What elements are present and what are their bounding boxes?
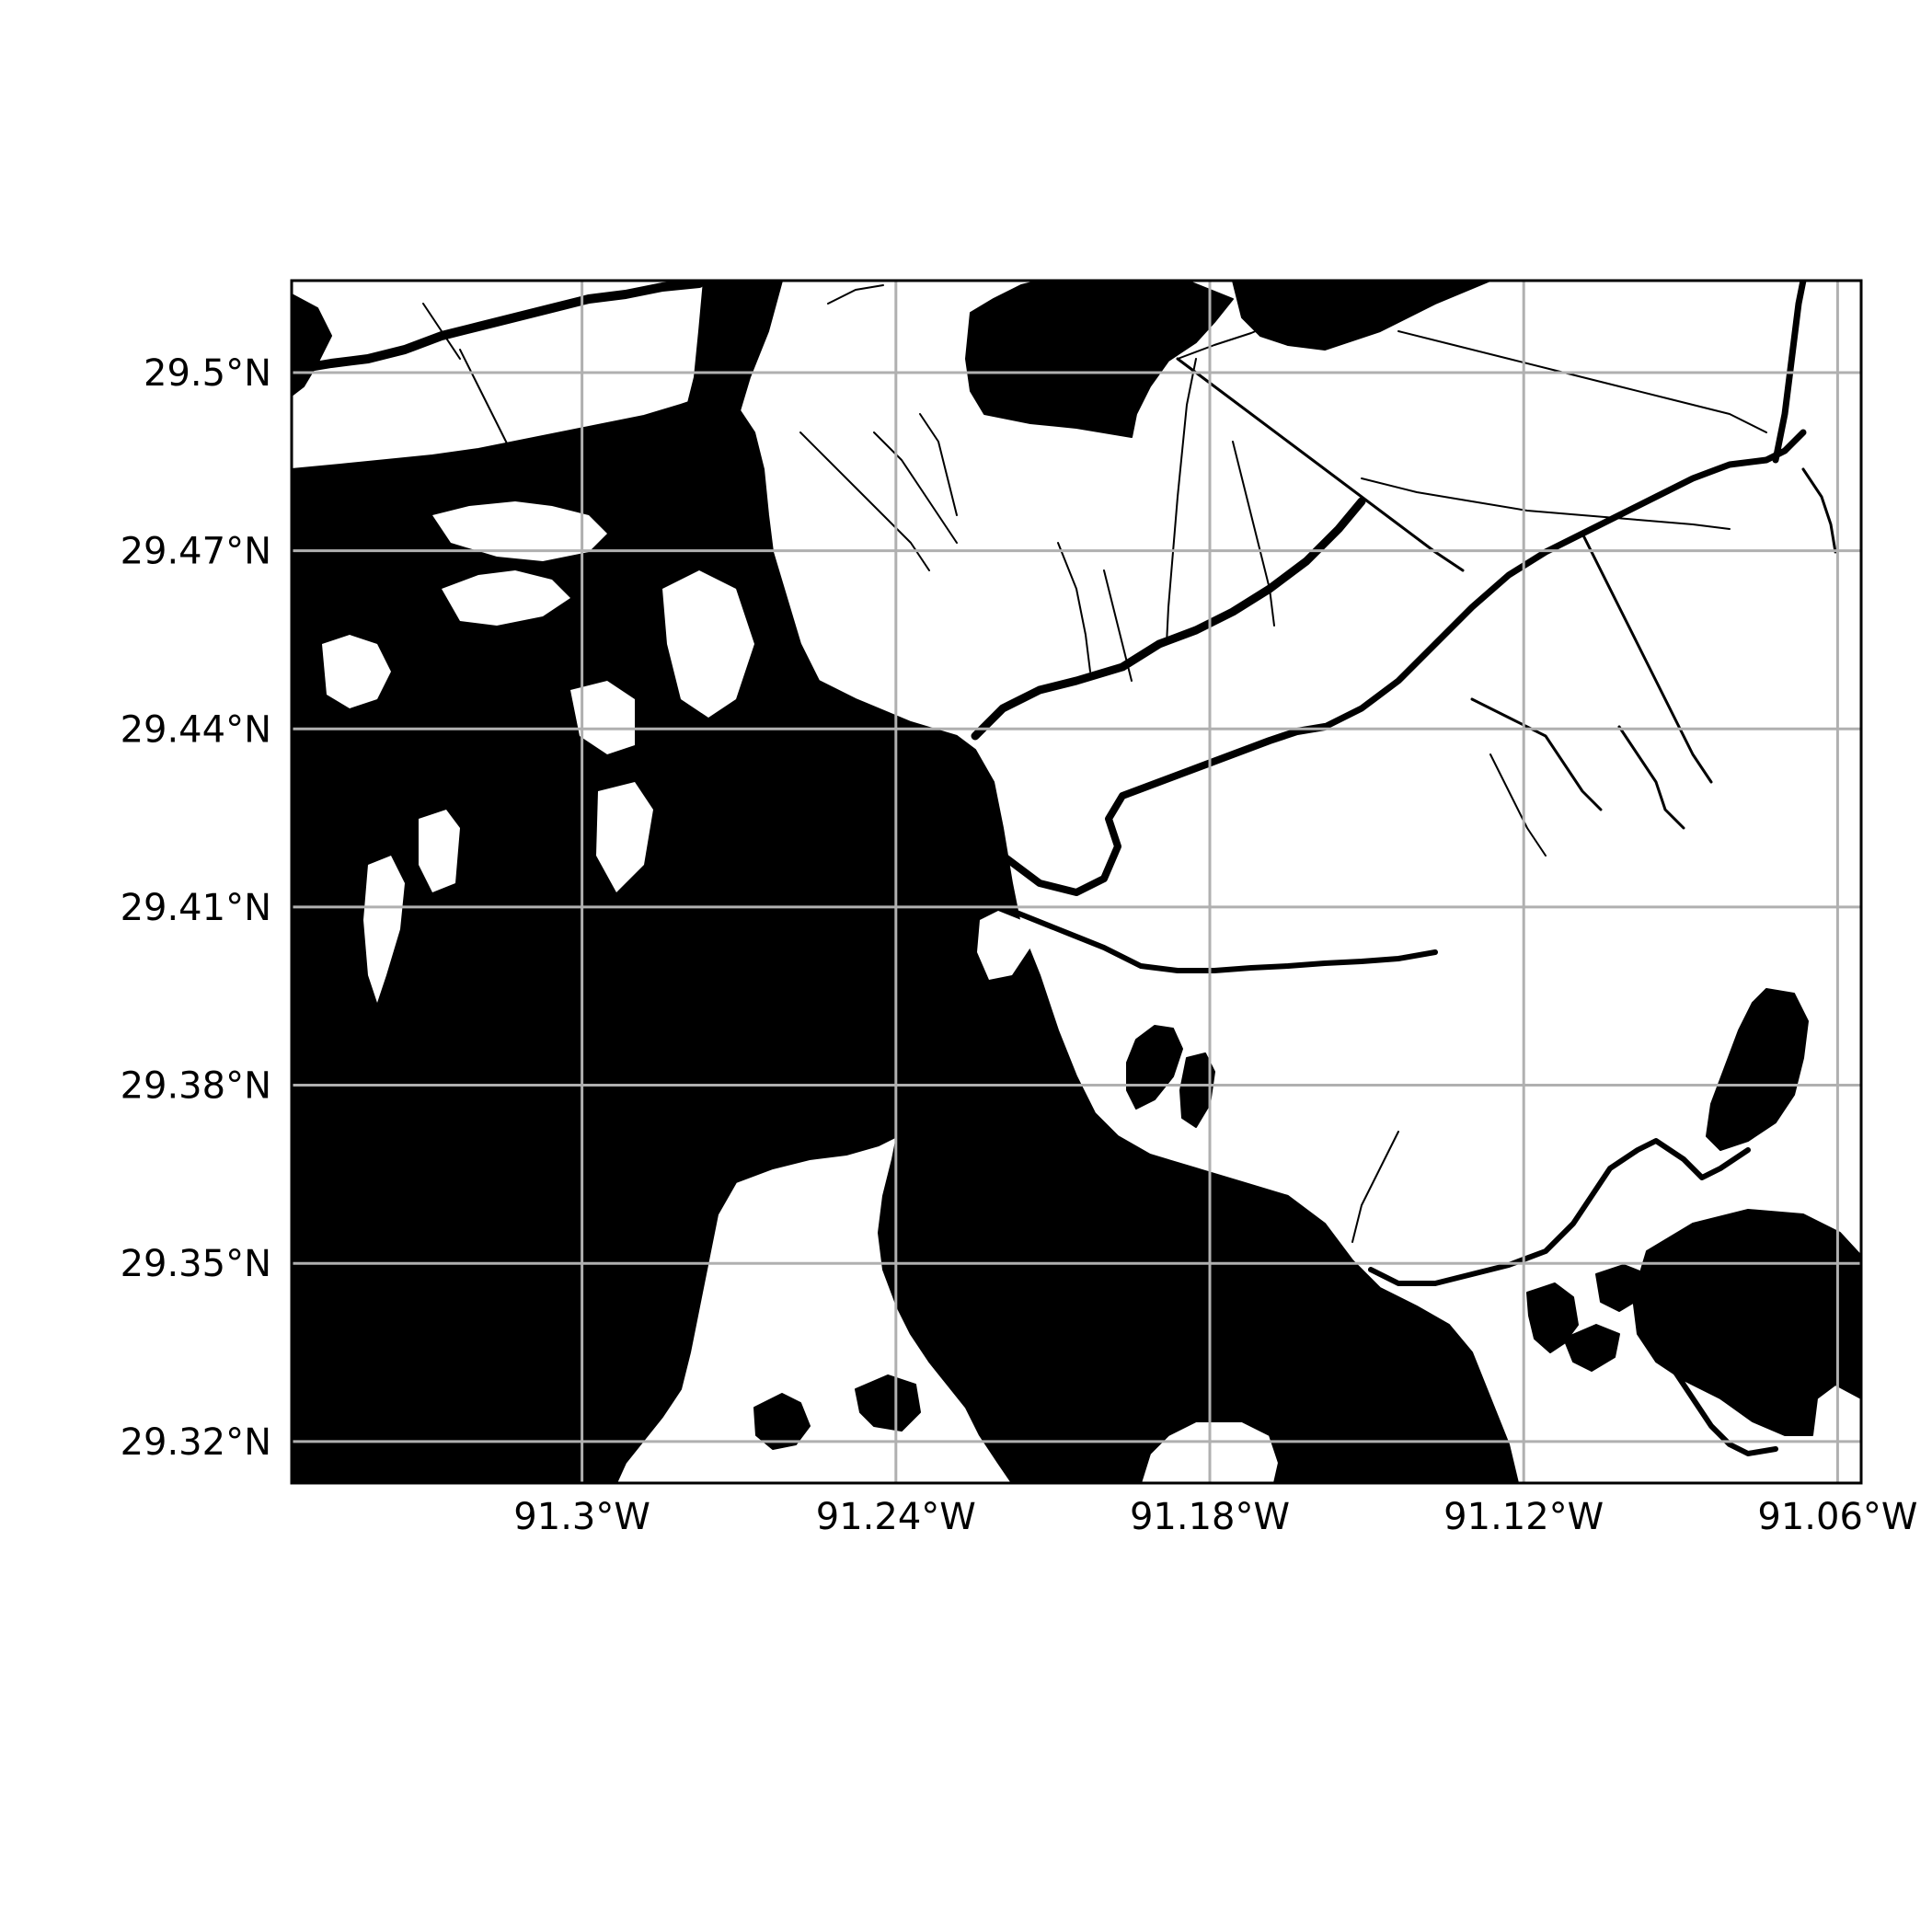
canal-19 [827,284,884,305]
river-central [971,497,1366,741]
longitude-tick-label: 91.12°W [1443,1496,1604,1538]
island-west-1 [322,635,391,708]
canal-16 [1351,1131,1399,1243]
island-mid-1 [570,681,635,754]
canal-15 [1489,753,1547,857]
map-area[interactable] [292,281,1861,1483]
canal-7 [1617,725,1685,830]
canal-9 [1103,569,1133,682]
central-pond-2 [1179,1052,1215,1128]
longitude-labels: 91.3°W 91.24°W 91.18°W 91.12°W 91.06°W [513,1496,1917,1538]
longitude-tick-label: 91.06°W [1757,1496,1917,1538]
latitude-tick-label: 29.35°N [121,1243,271,1285]
canal-5 [1581,532,1713,784]
longitude-tick-label: 91.24°W [816,1496,976,1538]
main-channel [299,281,704,373]
canal-8 [1801,467,1837,554]
canal-11 [1166,358,1197,645]
south-pond-1 [753,1393,811,1450]
southeast-lake-water [1632,1209,1861,1436]
river-loop [999,723,1328,896]
latitude-tick-label: 29.44°N [121,708,271,751]
island-west-3 [419,810,460,892]
canal-14 [1232,441,1275,627]
latitude-tick-label: 29.47°N [121,531,271,573]
island-mid-3 [662,570,754,718]
river-lower-east [1672,1368,1778,1456]
graticule [292,281,1861,1483]
canal-6 [1470,697,1603,811]
southeast-pond-3 [1563,1324,1620,1372]
canal-10 [1057,542,1091,673]
island-mid-2 [596,782,653,892]
river-east-north [1772,281,1807,464]
southeast-pond-1 [1526,1282,1579,1353]
canal-17 [459,349,516,461]
canal-2 [1177,284,1399,360]
river-southeast [1368,1138,1751,1286]
longitude-tick-label: 91.3°W [513,1496,650,1538]
canal-18 [422,303,461,360]
latitude-tick-label: 29.5°N [144,352,271,395]
river-south [1009,908,1438,973]
canal-20 [873,431,958,544]
east-lake-upper-water [1706,988,1809,1151]
latitude-labels: 29.5°N 29.47°N 29.44°N 29.41°N 29.38°N 29.35°… [121,352,271,1464]
longitude-tick-label: 91.18°W [1130,1496,1290,1538]
canal-12 [799,431,930,571]
island-north-1 [432,501,607,561]
latitude-tick-label: 29.32°N [121,1421,271,1464]
south-lagoon-water [292,1374,581,1483]
canal-13 [919,413,958,516]
canal-1 [1176,357,1465,572]
south-pond-2 [855,1374,921,1432]
island-south-west [977,911,1030,980]
north-lake-arm [1232,281,1491,351]
main-bay-water [292,395,1519,1483]
canal-3 [1361,477,1731,530]
canal-4 [1397,330,1767,433]
southeast-pond-2 [1595,1264,1648,1312]
island-north-2 [442,570,570,626]
map-frame [290,279,1863,1485]
latitude-tick-label: 29.41°N [121,887,271,929]
central-pond-1 [1126,1025,1183,1110]
island-west-2 [363,856,405,1003]
latitude-tick-label: 29.38°N [121,1065,271,1108]
north-river-water [678,281,783,512]
